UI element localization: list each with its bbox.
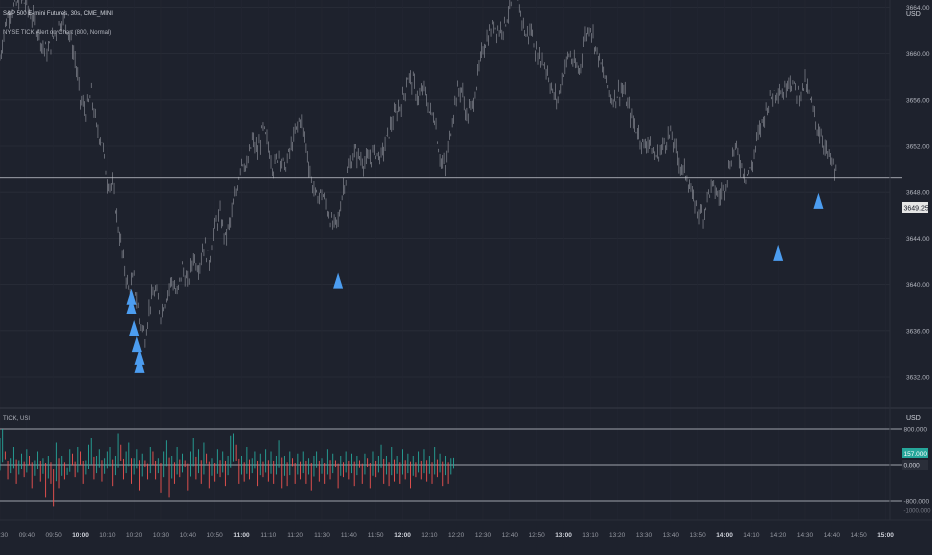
last-tick-label: 157.000	[904, 451, 928, 458]
time-axis[interactable]: 09:30 09:40 09:50 10:00 10:10 10:20 10:30 10:40…	[0, 519, 932, 539]
buy-alert-marker	[126, 298, 137, 315]
buy-alert-marker	[131, 336, 142, 353]
buy-alert-marker	[813, 192, 824, 209]
price-tick-label: 3660.00	[906, 51, 930, 58]
time-axis-label: 14:40	[824, 532, 841, 539]
zero-tick-label-bg	[902, 460, 928, 470]
time-axis-label: 14:00	[716, 532, 733, 539]
tick-axis-label-muted: -1000.000	[904, 509, 932, 515]
time-axis-label: 12:50	[529, 532, 546, 539]
price-axis-ticks: 3668.003664.003660.003656.003652.003648.…	[906, 5, 930, 382]
tick-bars	[0, 429, 454, 507]
buy-alert-marker	[773, 244, 784, 261]
time-axis-label: 11:20	[287, 532, 303, 539]
last-price-label: 3649.25	[904, 206, 929, 213]
symbol-legend[interactable]: S&P 500 E-mini Futures, 30s, CME_MINI	[3, 9, 113, 19]
time-axis-label: 09:50	[46, 532, 63, 539]
time-axis-label: 14:20	[770, 532, 787, 539]
price-axis[interactable]: USD 3668.003664.003660.003656.003652.003…	[902, 0, 930, 382]
price-bars	[0, 0, 837, 348]
symbol-title: S&P 500 E-mini Futures, 30s, CME_MINI	[3, 11, 113, 17]
time-axis-label: 12:00	[394, 532, 411, 539]
time-axis-label: 10:10	[99, 532, 116, 539]
time-axis-label: 11:10	[260, 532, 276, 539]
price-tick-label: 3632.00	[906, 375, 930, 382]
time-axis-label: 12:20	[448, 532, 465, 539]
tick-axis-ticks: 800.000 0.000 -800.000 -1000.000	[902, 427, 931, 515]
time-axis-label: 10:50	[207, 532, 224, 539]
time-axis-label: 14:30	[797, 532, 814, 539]
tick-axis[interactable]: USD 800.000 0.000 -800.000 -1000.000 157.00…	[902, 415, 931, 515]
time-axis-label: 09:40	[19, 532, 36, 539]
time-axis-label: 12:10	[421, 532, 438, 539]
time-axis-label: 10:20	[126, 532, 143, 539]
price-tick-label: 3644.00	[906, 236, 930, 243]
time-axis-label: 14:50	[851, 532, 868, 539]
grid-lines	[0, 7, 890, 378]
price-tick-label: 3664.00	[906, 5, 930, 12]
indicator-title: NYSE TICK Alert on Chart (800, Normal)	[3, 30, 112, 36]
last-tick-label-bg	[902, 448, 928, 458]
last-price-label-bg	[902, 202, 928, 213]
price-tick-label: 3656.00	[906, 97, 930, 104]
time-axis-label: 14:10	[743, 532, 760, 539]
time-axis-label: 12:40	[502, 532, 519, 539]
tick-axis-currency: USD	[906, 415, 921, 422]
indicator-legend[interactable]: NYSE TICK Alert on Chart (800, Normal)	[3, 28, 111, 38]
tick-axis-label: 800.000	[904, 427, 928, 434]
time-axis-label: 11:50	[368, 532, 384, 539]
time-axis-label: 13:50	[690, 532, 707, 539]
time-axis-label: 13:20	[609, 532, 626, 539]
time-axis-label: 10:30	[153, 532, 170, 539]
price-axis-currency: USD	[906, 11, 921, 18]
tick-pane-legend[interactable]: TICK, USI	[3, 414, 30, 424]
time-axis-label: 13:10	[582, 532, 599, 539]
buy-alert-marker	[126, 288, 137, 305]
alert-markers	[126, 192, 824, 373]
tick-pane-title: TICK, USI	[3, 416, 31, 422]
price-tick-label: 3640.00	[906, 282, 930, 289]
time-axis-label: 11:30	[314, 532, 330, 539]
buy-alert-marker	[333, 272, 344, 289]
time-axis-label: 10:00	[72, 532, 89, 539]
price-tick-label: 3636.00	[906, 328, 930, 335]
time-axis-label: 11:00	[233, 532, 250, 539]
time-axis-label: 13:00	[555, 532, 572, 539]
price-tick-label: 3652.00	[906, 144, 930, 151]
buy-alert-marker	[134, 356, 145, 373]
time-axis-label: 09:30	[0, 532, 9, 539]
tick-axis-label: -800.000	[904, 499, 930, 506]
time-axis-label: 12:30	[475, 532, 492, 539]
time-axis-label: 15:00	[877, 532, 894, 539]
time-axis-label: 11:40	[341, 532, 357, 539]
buy-alert-marker	[129, 319, 140, 336]
tick-axis-label: 0.000	[904, 463, 921, 470]
price-tick-label: 3648.00	[906, 190, 930, 197]
time-axis-label: 13:30	[636, 532, 653, 539]
time-axis-label: 13:40	[663, 532, 680, 539]
time-axis-label: 10:40	[180, 532, 197, 539]
buy-alert-marker	[134, 348, 145, 365]
